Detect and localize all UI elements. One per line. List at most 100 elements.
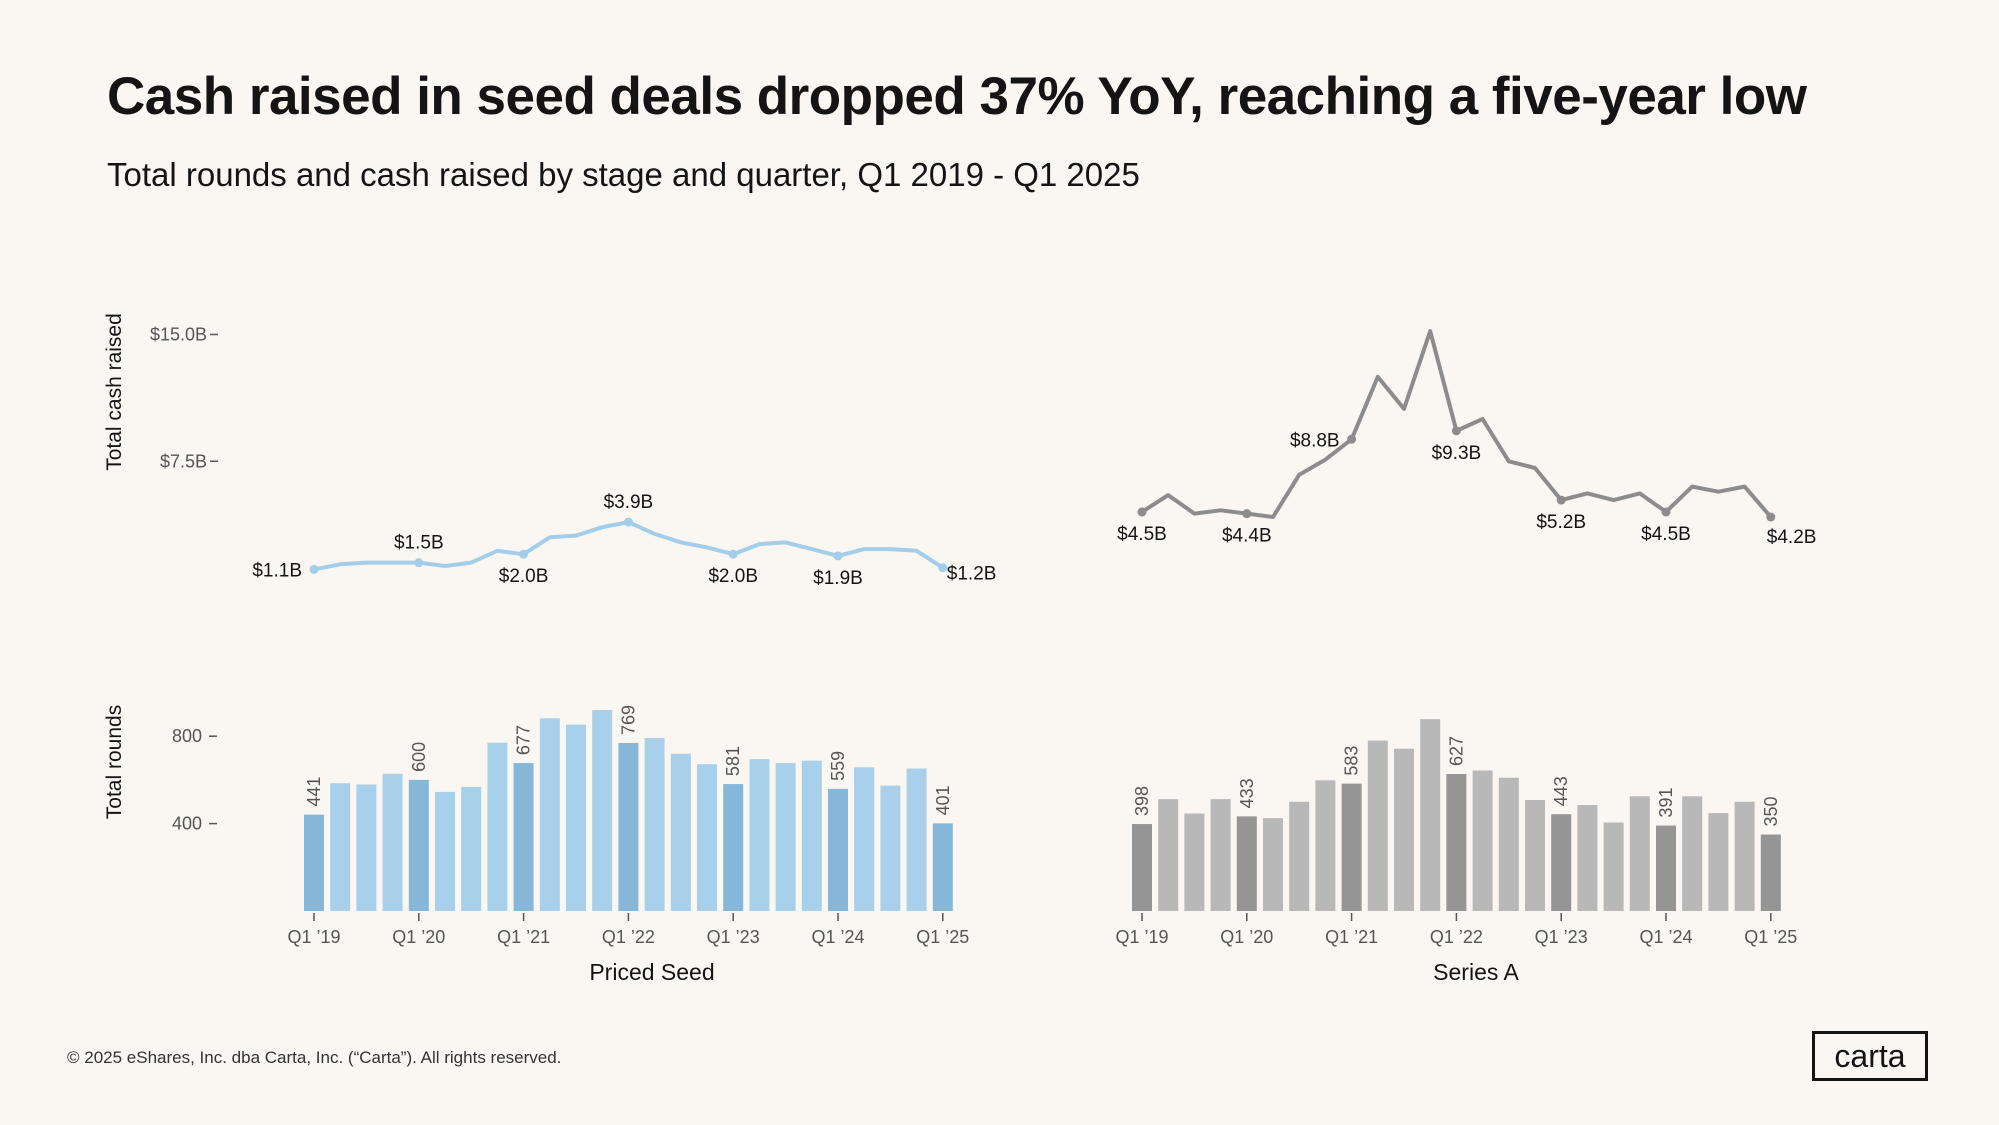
seed-rounds-bar (539, 718, 560, 911)
series-a-rounds-bar (1367, 740, 1388, 911)
series-a-cash-point (1137, 507, 1147, 517)
seed-rounds-bar (513, 763, 534, 911)
seed-rounds-bar (880, 785, 901, 911)
series-a-cash-data-label: $4.4B (1222, 526, 1272, 547)
series-a-rounds-bar (1708, 813, 1729, 911)
y-axis-label-rounds: Total rounds (103, 705, 126, 819)
seed-x-tick-label: Q1 ’23 (707, 927, 760, 947)
series-a-rounds-bar (1525, 800, 1545, 911)
seed-x-tick-label: Q1 ’25 (916, 927, 969, 947)
series-a-panel-label: Series A (1433, 959, 1519, 985)
chart-title: Cash raised in seed deals dropped 37% Yo… (107, 67, 1807, 126)
series-a-rounds-bar (1446, 774, 1467, 911)
series-a-cash-line (1140, 329, 1773, 519)
seed-rounds-bar (487, 742, 508, 911)
series-a-x-tick-label: Q1 ’20 (1220, 927, 1273, 947)
seed-rounds-bar (356, 784, 377, 911)
seed-rounds-bar (330, 783, 351, 911)
seed-rounds-bar (723, 784, 744, 911)
series-a-cash-point (1451, 426, 1461, 436)
series-a-rounds-bar (1394, 748, 1414, 911)
seed-cash-data-label: $2.0B (708, 566, 758, 587)
series-a-rounds-data-label: 583 (1342, 746, 1362, 776)
seed-x-tick-label: Q1 ’20 (392, 927, 445, 947)
series-a-x-tick-label: Q1 ’21 (1325, 927, 1378, 947)
seed-rounds-bar (382, 773, 403, 911)
seed-cash-point (309, 564, 319, 574)
seed-rounds-data-label: 441 (304, 777, 324, 807)
series-a-rounds-data-label: 350 (1761, 796, 1781, 826)
series-a-cash-point (1347, 434, 1357, 444)
seed-cash-data-label: $1.1B (252, 560, 302, 581)
series-a-rounds-bar (1236, 816, 1257, 911)
seed-rounds-data-label: 559 (828, 751, 848, 781)
seed-cash-data-label: $1.5B (394, 533, 444, 554)
seed-rounds-bar (697, 764, 717, 911)
series-a-rounds-bar (1760, 834, 1781, 911)
series-a-rounds-bar (1420, 719, 1441, 911)
seed-cash-point (938, 563, 948, 573)
seed-rounds-bar (828, 788, 848, 911)
seed-cash-data-label: $2.0B (499, 566, 549, 587)
series-a-cash-data-label: $4.2B (1767, 527, 1817, 548)
seed-cash-data-label: $1.9B (813, 568, 863, 589)
series-a-rounds-bar (1158, 799, 1179, 911)
series-a-rounds-bar (1629, 796, 1650, 911)
seed-rounds-bar (854, 767, 875, 911)
series-a-x-tick-label: Q1 ’23 (1535, 927, 1588, 947)
series-a-rounds-bar (1184, 813, 1205, 911)
series-a-rounds-bar (1472, 770, 1493, 911)
series-a-cash-data-label: $4.5B (1641, 524, 1691, 545)
series-a-rounds-data-label: 433 (1237, 778, 1257, 808)
seed-rounds-bar (592, 709, 613, 911)
series-a-cash-point (1766, 512, 1776, 522)
series-a-cash-point (1242, 509, 1252, 519)
seed-cash-point (728, 549, 738, 559)
y-tick-label-cash: $7.5B (160, 451, 207, 471)
seed-rounds-data-label: 401 (933, 785, 953, 815)
series-a-rounds-bar (1734, 801, 1755, 911)
series-a-rounds-bar (1551, 814, 1572, 911)
series-a-rounds-bar (1315, 780, 1336, 911)
seed-cash-point (519, 549, 529, 559)
seed-rounds-bar (304, 814, 324, 911)
series-a-x-tick-label: Q1 ’22 (1430, 927, 1483, 947)
seed-panel-label: Priced Seed (589, 959, 714, 985)
y-axis-label-cash: Total cash raised (103, 313, 126, 471)
series-a-cash-data-label: $4.5B (1117, 524, 1167, 545)
seed-rounds-bar (775, 763, 796, 911)
series-a-cash-data-label: $9.3B (1432, 443, 1482, 464)
seed-cash-data-label: $1.2B (947, 564, 997, 585)
seed-x-tick-label: Q1 ’22 (602, 927, 655, 947)
seed-rounds-bar (408, 779, 429, 911)
seed-x-tick-label: Q1 ’19 (287, 927, 340, 947)
y-tick-label-rounds: 800 (172, 726, 202, 746)
seed-rounds-bar (749, 759, 770, 911)
seed-rounds-data-label: 600 (409, 742, 429, 772)
series-a-cash-point (1556, 495, 1566, 505)
seed-rounds-bar (801, 760, 822, 911)
series-a-rounds-bar (1656, 825, 1676, 911)
series-a-rounds-bar (1210, 799, 1231, 911)
series-a-rounds-data-label: 627 (1446, 736, 1466, 766)
series-a-rounds-bar (1603, 822, 1624, 911)
series-a-rounds-bar (1289, 801, 1310, 911)
seed-rounds-bar (932, 823, 953, 911)
seed-rounds-bar (461, 786, 482, 911)
series-a-rounds-bar (1682, 796, 1703, 911)
seed-rounds-bar (618, 742, 639, 911)
series-a-cash-data-label: $5.2B (1536, 512, 1586, 533)
seed-rounds-bar (566, 724, 586, 911)
seed-rounds-data-label: 677 (514, 725, 534, 755)
seed-cash-data-label: $3.9B (604, 492, 654, 513)
seed-x-tick-label: Q1 ’24 (811, 927, 864, 947)
series-a-rounds-data-label: 398 (1132, 786, 1152, 816)
y-tick-label-cash: $15.0B (150, 325, 207, 345)
series-a-x-tick-label: Q1 ’25 (1744, 927, 1797, 947)
series-a-rounds-data-label: 391 (1656, 788, 1676, 818)
series-a-cash-data-label: $8.8B (1290, 430, 1340, 451)
series-a-x-tick-label: Q1 ’19 (1115, 927, 1168, 947)
seed-x-tick-label: Q1 ’21 (497, 927, 550, 947)
series-a-rounds-bar (1132, 824, 1152, 911)
